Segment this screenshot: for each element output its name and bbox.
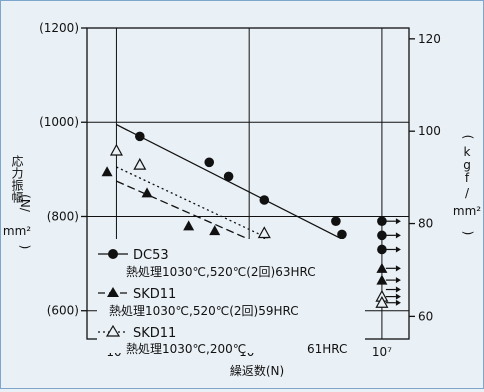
y-left-label-paren: (N/: [18, 194, 32, 213]
point-series-0-7: [377, 230, 387, 241]
point-series-1-10: [376, 274, 388, 285]
runout-arrow-head-0-2: [395, 246, 401, 253]
y-right-label-char-1: g: [463, 158, 471, 172]
legend-series-2-hardness: 61HRC: [307, 342, 347, 356]
y-left-tick-label-3: (600): [47, 304, 79, 318]
point-series-0-3: [259, 195, 270, 205]
runout-arrow-head-2-0: [395, 293, 401, 300]
y-left-tick-label-1: (1000): [39, 115, 79, 129]
y-left-tick-label-2: (800): [47, 209, 79, 223]
legend-series-1-condition: 熱処理1030℃,520℃(2回)59HRC: [109, 304, 299, 318]
fit-line-series-1: [116, 180, 353, 286]
legend-series-0-condition: 熱処理1030℃,520℃(2回)63HRC: [126, 265, 316, 279]
point-series-1-3: [209, 225, 221, 236]
y-left-tick-label-0: (1200): [39, 21, 79, 35]
runout-arrow-head-0-0: [395, 218, 401, 225]
runout-arrow-head-0-1: [395, 232, 401, 239]
point-series-2-1: [133, 157, 147, 170]
point-series-0-2: [223, 171, 234, 182]
point-series-0-6: [377, 216, 387, 226]
legend-marker-skd11-a: [107, 287, 119, 297]
point-series-1-9: [376, 262, 388, 273]
x-tick-label-2: 10⁷: [372, 345, 392, 359]
point-series-0-8: [377, 244, 387, 255]
legend-series-2-condition: 熱処理1030℃,200℃: [126, 342, 246, 356]
runout-arrow-head-1-2: [395, 286, 401, 293]
y-left-axis-label: 応力振幅 (N/ mm² ): [3, 155, 32, 250]
runout-arrow-head-2-1: [395, 299, 401, 306]
runout-arrow-head-1-1: [395, 277, 401, 284]
fit-line-series-0: [116, 124, 343, 240]
y-right-label-close: ): [461, 231, 475, 236]
point-series-1-1: [141, 187, 153, 198]
point-series-2-0: [109, 143, 123, 156]
y-right-tick-label-2: 80: [418, 217, 433, 231]
y-right-label-open: (: [461, 135, 475, 140]
point-series-1-0: [101, 166, 113, 177]
y-left-label-close: ): [18, 245, 32, 250]
y-left-label-unit: mm²: [3, 224, 31, 238]
legend-background: [97, 239, 365, 353]
point-series-0-1: [204, 157, 215, 168]
point-series-0-0: [135, 131, 145, 142]
y-left-label-main: 応力振幅: [10, 155, 24, 204]
legend-marker-dc53: [108, 249, 118, 259]
point-series-1-2: [183, 220, 195, 231]
y-right-tick-label-1: 100: [418, 124, 441, 138]
legend-series-1-name: SKD11: [133, 287, 176, 302]
point-series-0-4: [331, 216, 341, 226]
y-right-tick-label-3: 60: [418, 309, 433, 323]
x-axis-label: 繰返数(N): [230, 363, 284, 378]
y-right-label-char-3: /: [465, 186, 470, 200]
legend-series-2-name: SKD11: [133, 326, 176, 341]
point-series-2-6: [375, 295, 389, 308]
y-right-axis-label: ( k g f / mm² ): [453, 135, 481, 236]
y-right-label-char-2: f: [465, 171, 470, 185]
point-series-0-5: [337, 229, 347, 240]
y-right-label-char-0: k: [464, 145, 471, 159]
legend-series-0-name: DC53: [133, 248, 169, 263]
y-right-label-unit: mm²: [453, 204, 481, 218]
fit-line-series-2: [116, 166, 343, 274]
runout-arrow-head-1-0: [395, 265, 401, 272]
y-right-tick-label-0: 120: [418, 32, 441, 46]
point-series-2-2: [257, 226, 271, 239]
legend-marker-skd11-b: [105, 324, 121, 337]
